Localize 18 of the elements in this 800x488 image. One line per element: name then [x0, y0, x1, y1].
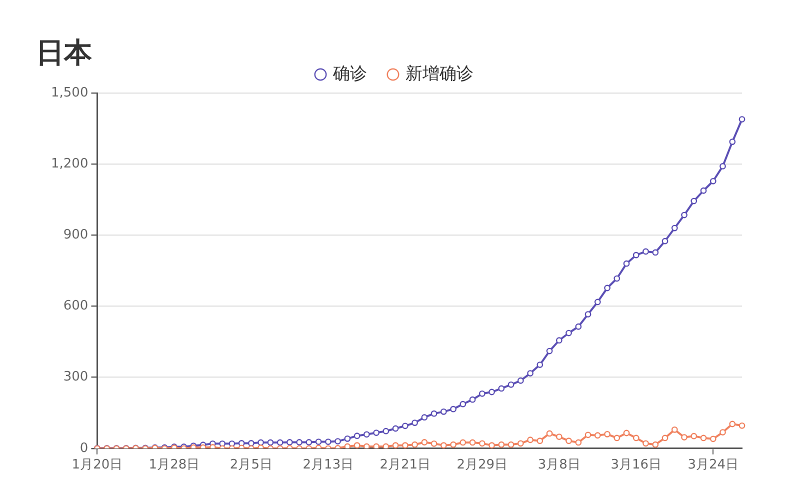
legend-label: 确诊: [332, 64, 367, 84]
x-tick-label: 2月29日: [456, 458, 508, 473]
legend-label: 新增确诊: [406, 64, 474, 84]
x-tick-label: 3月16日: [610, 458, 662, 473]
y-tick-label: 1,200: [51, 156, 88, 172]
y-tick-label: 1,500: [51, 85, 88, 100]
y-tick-label: 0: [80, 440, 88, 456]
y-tick-label: 900: [63, 228, 88, 243]
x-tick-label: 3月8日: [538, 458, 580, 473]
x-tick-label: 1月28日: [148, 458, 200, 473]
y-tick-label: 300: [63, 370, 88, 385]
y-tick-label: 600: [63, 298, 88, 314]
x-tick-label: 3月24日: [688, 458, 739, 473]
x-tick-label: 2月13日: [302, 458, 354, 473]
x-tick-label: 1月20日: [72, 458, 123, 473]
x-tick-label: 2月21日: [380, 458, 431, 473]
chart-title: 日本: [36, 35, 92, 71]
x-tick-label: 2月5日: [230, 458, 272, 473]
